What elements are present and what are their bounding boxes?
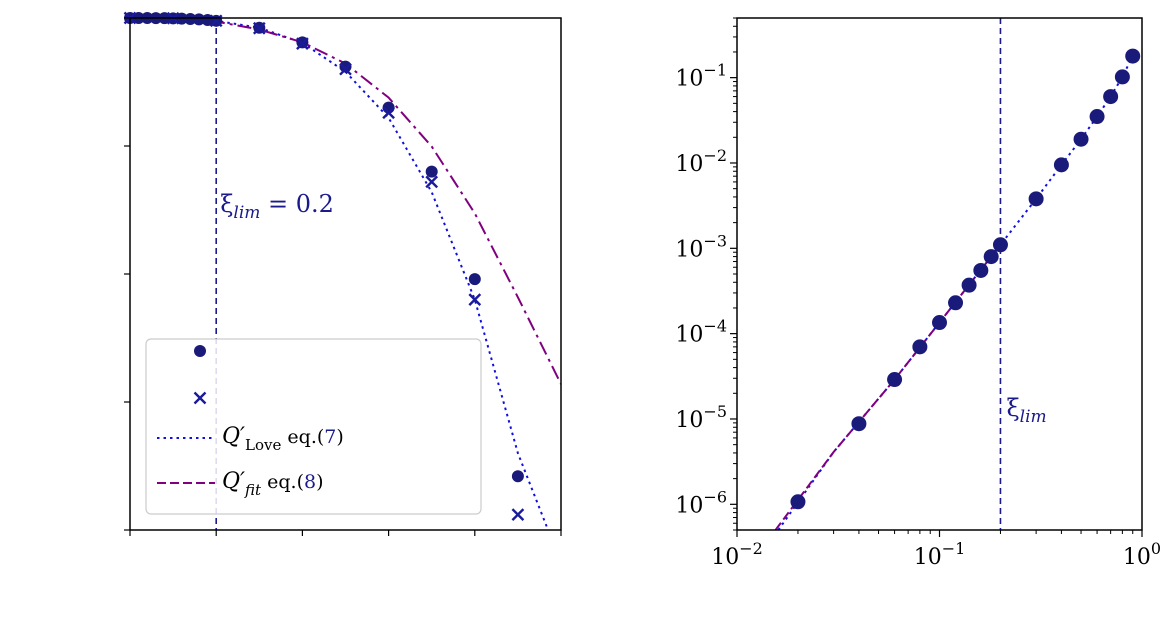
x-tick-label: 10−2 (711, 539, 763, 570)
annot-sub: lim (1020, 407, 1047, 427)
legend-love-eq: eq.( (281, 426, 324, 448)
tick-exp: −2 (703, 146, 727, 165)
fem-point (425, 165, 438, 178)
legend-fit-q: Q′ (222, 469, 245, 494)
fem-point (184, 12, 197, 25)
nakamura-point (252, 21, 266, 35)
fem-point (983, 249, 999, 265)
fem-point (468, 273, 481, 286)
fem-point (339, 60, 352, 73)
tick-base: 10 (675, 237, 703, 262)
legend-love-q: Q′ (222, 424, 245, 449)
annot-xi: ξ (1006, 394, 1019, 422)
legend-fem-marker (194, 345, 206, 357)
nakamura-point (339, 62, 352, 76)
legend-love-sub: Love (245, 436, 281, 454)
tick-base: 10 (675, 152, 703, 177)
tick-exp: −4 (703, 317, 727, 336)
annot-value: = 0.2 (260, 190, 334, 218)
fem-point (912, 339, 928, 355)
tick-base: 10 (675, 408, 703, 433)
tick-base: 10 (675, 323, 703, 348)
legend-fit-eq: eq.( (261, 471, 304, 493)
tick-exp: −3 (703, 231, 727, 250)
legend-nakamura-marker (193, 391, 207, 405)
chart-1: ξlim = 0.2Q′Love eq.(7)Q′fit eq.(8) (123, 11, 562, 536)
fem-point (948, 295, 964, 311)
x-tick-label: 10−1 (914, 539, 966, 570)
tick-base: 10 (711, 545, 739, 570)
y-tick-label: 10−2 (675, 146, 727, 177)
tick-exp: −2 (739, 539, 763, 558)
nakamura-point (296, 37, 309, 50)
tick-exp: −1 (942, 539, 966, 558)
fem-point (851, 416, 867, 432)
fem-point (932, 315, 947, 331)
tick-base: 10 (675, 493, 703, 518)
fem-point (790, 494, 806, 510)
fem-point (1089, 109, 1105, 125)
tick-exp: 0 (1151, 539, 1161, 558)
legend-box (145, 338, 482, 515)
tick-exp: −1 (703, 61, 727, 80)
legend-fit-ref: 8 (304, 471, 316, 493)
tick-base: 10 (675, 67, 703, 92)
x-tick-label: 100 (1123, 539, 1161, 570)
legend-fit-sub: fit (244, 481, 262, 499)
annot-xi: ξ (220, 190, 233, 218)
xi-lim-annotation: ξlim = 0.2 (220, 190, 334, 223)
tick-base: 10 (914, 545, 942, 570)
tick-base: 10 (1123, 545, 1151, 570)
fem-point (992, 237, 1008, 253)
legend-love-label: Q′Love eq.(7) (222, 424, 344, 454)
fem-point (1114, 69, 1130, 85)
nakamura-point (209, 14, 223, 28)
y-tick-label: 10−6 (675, 487, 727, 518)
nakamura-point (511, 508, 525, 521)
tick-exp: −6 (703, 487, 727, 506)
tick-exp: −5 (703, 402, 727, 421)
fem-point (1073, 131, 1089, 147)
nakamura-point (382, 106, 395, 120)
legend-love-close: ) (336, 426, 343, 448)
y-tick-label: 10−1 (675, 61, 727, 92)
legend-love-ref: 7 (324, 426, 336, 448)
fem-point (961, 277, 977, 293)
legend: Q′Love eq.(7)Q′fit eq.(8) (145, 338, 482, 515)
nakamura-point (468, 293, 482, 306)
annot-sub: lim (233, 203, 260, 223)
y-tick-label: 10−5 (675, 402, 727, 433)
y-tick-label: 10−3 (675, 231, 727, 262)
legend-fit-label: Q′fit eq.(8) (222, 469, 324, 499)
fem-point (973, 262, 989, 278)
fem-point (1053, 157, 1069, 173)
series-line-1 (777, 55, 1134, 530)
fem-point (1103, 89, 1119, 105)
y-tick-label: 10−4 (675, 317, 727, 348)
fem-point (1028, 191, 1044, 207)
fem-point (887, 372, 903, 388)
fem-point (511, 470, 524, 483)
plot-frame (736, 17, 1143, 531)
legend-fit-close: ) (316, 471, 323, 493)
fem-point (192, 13, 205, 26)
nakamura-point (425, 175, 439, 189)
fem-point (201, 14, 214, 27)
xi-lim-annotation: ξlim (1006, 394, 1046, 427)
fem-point (1125, 48, 1141, 64)
